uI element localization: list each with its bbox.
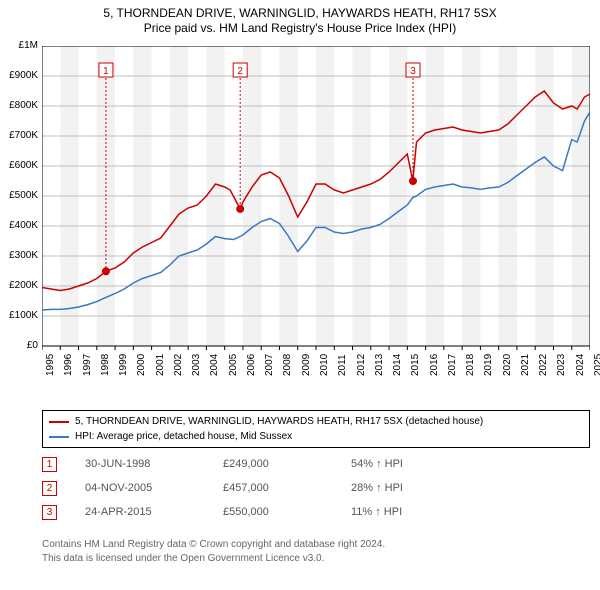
- footer-line-2: This data is licensed under the Open Gov…: [42, 552, 590, 566]
- x-tick-label: 2016: [429, 354, 440, 376]
- x-tick-label: 2011: [337, 354, 348, 376]
- x-tick-label: 2003: [191, 354, 202, 376]
- sale-pct: 54% ↑ HPI: [351, 458, 491, 470]
- footer-line-1: Contains HM Land Registry data © Crown c…: [42, 538, 590, 552]
- y-tick-label: £900K: [2, 70, 38, 81]
- sale-price: £550,000: [223, 506, 323, 518]
- legend-box: 5, THORNDEAN DRIVE, WARNINGLID, HAYWARDS…: [42, 410, 590, 448]
- y-tick-label: £700K: [2, 130, 38, 141]
- x-tick-label: 1999: [118, 354, 129, 376]
- x-tick-label: 2000: [136, 354, 147, 376]
- x-tick-label: 2007: [264, 354, 275, 376]
- x-tick-label: 1995: [45, 354, 56, 376]
- y-tick-label: £100K: [2, 310, 38, 321]
- x-tick-label: 2025: [593, 354, 600, 376]
- x-tick-label: 2015: [410, 354, 421, 376]
- sale-date: 30-JUN-1998: [85, 458, 195, 470]
- legend-row-property: 5, THORNDEAN DRIVE, WARNINGLID, HAYWARDS…: [49, 414, 583, 429]
- x-tick-label: 2004: [209, 354, 220, 376]
- legend-row-hpi: HPI: Average price, detached house, Mid …: [49, 429, 583, 444]
- x-tick-label: 2019: [483, 354, 494, 376]
- y-tick-label: £500K: [2, 190, 38, 201]
- title-block: 5, THORNDEAN DRIVE, WARNINGLID, HAYWARDS…: [0, 0, 600, 36]
- chart-area: 1 2 3: [42, 46, 590, 376]
- legend-swatch-hpi: [49, 436, 69, 438]
- sale-pct: 11% ↑ HPI: [351, 506, 491, 518]
- y-tick-label: £800K: [2, 100, 38, 111]
- svg-text:3: 3: [410, 66, 416, 77]
- x-tick-label: 1998: [100, 354, 111, 376]
- x-tick-label: 2024: [575, 354, 586, 376]
- x-tick-label: 2017: [447, 354, 458, 376]
- x-tick-label: 2006: [246, 354, 257, 376]
- sale-marker: 2: [42, 481, 57, 496]
- sale-date: 24-APR-2015: [85, 506, 195, 518]
- x-tick-label: 2008: [282, 354, 293, 376]
- x-tick-label: 2002: [173, 354, 184, 376]
- x-tick-label: 2018: [465, 354, 476, 376]
- y-tick-label: £1M: [2, 40, 38, 51]
- legend-label-hpi: HPI: Average price, detached house, Mid …: [75, 429, 292, 444]
- chart-svg: 1 2 3: [42, 46, 590, 376]
- x-tick-label: 2005: [228, 354, 239, 376]
- footer: Contains HM Land Registry data © Crown c…: [42, 538, 590, 565]
- x-tick-label: 2009: [301, 354, 312, 376]
- y-tick-label: £600K: [2, 160, 38, 171]
- sale-row: 3 24-APR-2015 £550,000 11% ↑ HPI: [42, 500, 590, 524]
- x-tick-label: 1997: [82, 354, 93, 376]
- x-tick-label: 2021: [520, 354, 531, 376]
- sale-row: 2 04-NOV-2005 £457,000 28% ↑ HPI: [42, 476, 590, 500]
- y-tick-label: £0: [2, 340, 38, 351]
- x-tick-label: 2023: [556, 354, 567, 376]
- x-tick-label: 2013: [374, 354, 385, 376]
- title-line-2: Price paid vs. HM Land Registry's House …: [0, 21, 600, 36]
- x-tick-label: 2012: [356, 354, 367, 376]
- sale-date: 04-NOV-2005: [85, 482, 195, 494]
- y-tick-label: £300K: [2, 250, 38, 261]
- x-tick-label: 2001: [155, 354, 166, 376]
- legend-label-property: 5, THORNDEAN DRIVE, WARNINGLID, HAYWARDS…: [75, 414, 483, 429]
- legend-swatch-property: [49, 421, 69, 423]
- sale-pct: 28% ↑ HPI: [351, 482, 491, 494]
- x-tick-label: 2022: [538, 354, 549, 376]
- svg-text:2: 2: [237, 66, 243, 77]
- x-tick-label: 2020: [502, 354, 513, 376]
- x-tick-label: 1996: [63, 354, 74, 376]
- y-tick-label: £400K: [2, 220, 38, 231]
- x-tick-label: 2010: [319, 354, 330, 376]
- svg-text:1: 1: [103, 66, 109, 77]
- sale-price: £457,000: [223, 482, 323, 494]
- sale-price: £249,000: [223, 458, 323, 470]
- x-tick-label: 2014: [392, 354, 403, 376]
- sale-marker: 3: [42, 505, 57, 520]
- y-tick-label: £200K: [2, 280, 38, 291]
- sales-table: 1 30-JUN-1998 £249,000 54% ↑ HPI 2 04-NO…: [42, 452, 590, 524]
- title-line-1: 5, THORNDEAN DRIVE, WARNINGLID, HAYWARDS…: [0, 6, 600, 21]
- sale-marker: 1: [42, 457, 57, 472]
- sale-row: 1 30-JUN-1998 £249,000 54% ↑ HPI: [42, 452, 590, 476]
